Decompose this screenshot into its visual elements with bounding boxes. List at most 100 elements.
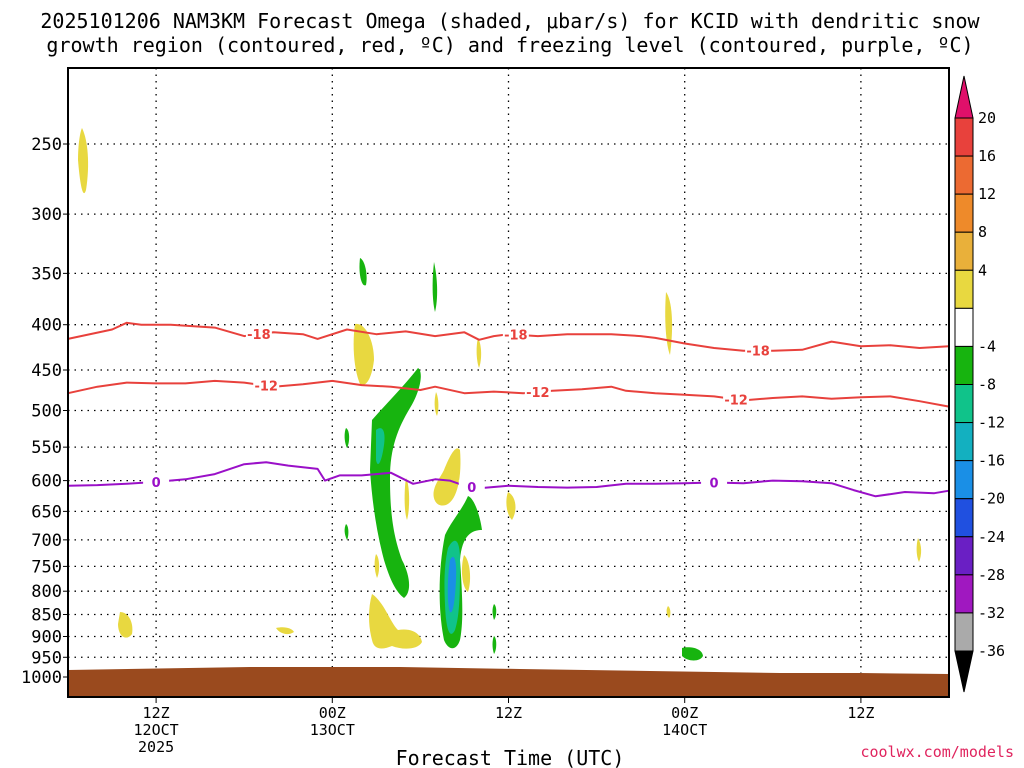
x-tick-label: 00Z: [671, 704, 698, 722]
contour-label-background: [245, 327, 272, 342]
colorbar-label: 8: [978, 223, 987, 241]
colorbar-top-arrow: [954, 75, 974, 119]
contour-label: -18: [504, 329, 528, 344]
omega-downward-cell-d: [476, 338, 482, 368]
colorbar-swatch: [954, 155, 974, 195]
omega-upward-core-1-inner: [376, 428, 385, 465]
colorbar-label: 4: [978, 261, 987, 279]
omega-downward-cell-h: [506, 492, 516, 520]
colorbar-label: -24: [978, 528, 1005, 546]
contour-label-background: [745, 343, 772, 358]
omega-downward-cell-b: [353, 323, 374, 385]
colorbar-swatch: [954, 231, 974, 271]
x-tick-label: 12Z: [143, 704, 170, 722]
chart-title-line2: growth region (contoured, red, ºC) and f…: [46, 33, 973, 57]
grid-lines: [68, 68, 949, 697]
omega-downward-cell-e: [434, 392, 439, 416]
y-tick-label: 500: [31, 402, 62, 422]
colorbar-swatch: [954, 612, 974, 652]
colorbar: 20 16 12 8 4 -4 -8 -12 -16 -20 -24 -28 -32 -36: [954, 75, 1005, 693]
colorbar-label: -12: [978, 414, 1005, 432]
omega-downward-cell-f: [433, 448, 461, 506]
colorbar-label: -36: [978, 642, 1005, 660]
colorbar-label: 16: [978, 147, 996, 165]
contour-label-background: [458, 479, 485, 494]
omega-upward-cell-a: [359, 258, 367, 286]
contour-label-background: [701, 475, 728, 490]
omega-downward-cell-j: [374, 554, 380, 578]
colorbar-swatch: [954, 498, 974, 538]
y-tick-label: 650: [31, 502, 62, 522]
omega-downward-cell-l: [118, 612, 133, 638]
x-tick-label: 12Z: [495, 704, 522, 722]
y-tick-label: 750: [31, 557, 62, 577]
colorbar-label: 20: [978, 109, 996, 127]
x-tick-label: 12Z: [847, 704, 874, 722]
contour-label: -12: [724, 393, 748, 408]
y-tick-label: 400: [31, 316, 62, 336]
colorbar-swatch: [954, 193, 974, 233]
contour-label-background: [723, 392, 750, 407]
y-tick-label: 350: [31, 264, 62, 284]
contour-line-0: [67, 321, 950, 352]
colorbar-swatch: [954, 117, 974, 157]
omega-upward-core-1: [370, 368, 421, 598]
contour-label-background: [524, 384, 551, 399]
colorbar-swatch: [954, 269, 974, 309]
omega-upward-cell-c: [344, 428, 350, 448]
x-tick-label: 14OCT: [662, 721, 707, 739]
colorbar-label: -28: [978, 566, 1005, 584]
contour-label-background: [143, 474, 170, 489]
contour-label: 0: [467, 481, 476, 496]
chart-title-line1: 2025101206 NAM3KM Forecast Omega (shaded…: [40, 9, 980, 33]
x-axis-label: Forecast Time (UTC): [396, 746, 625, 768]
y-tick-label: 550: [31, 438, 62, 458]
x-tick-label: 2025: [138, 738, 174, 756]
y-tick-label: 300: [31, 205, 62, 225]
y-axis: 2503003504004505005506006507007508008509…: [21, 135, 68, 688]
y-tick-label: 1000: [21, 668, 62, 688]
contour-label: -12: [254, 380, 278, 395]
colorbar-bottom-arrow: [954, 650, 974, 693]
terrain-surface: [68, 667, 949, 697]
colorbar-swatch: [954, 460, 974, 500]
colorbar-swatch: [954, 574, 974, 614]
omega-upward-cell-f: [492, 604, 497, 620]
omega-upward-cell-d: [344, 524, 349, 540]
colorbar-swatch: [954, 536, 974, 576]
omega-downward-cell-g: [404, 478, 410, 520]
contour-label-background: [502, 327, 529, 342]
colorbar-label: -32: [978, 604, 1005, 622]
contour-label: -18: [247, 328, 271, 343]
y-tick-label: 950: [31, 648, 62, 668]
contour-label-background: [253, 378, 280, 393]
colorbar-label: -4: [978, 337, 996, 355]
contour-label: 0: [152, 476, 161, 491]
omega-downward-cell-n: [916, 538, 922, 562]
temperature-contours: -18 -18 -18 -12 -12 -12 0 0 0: [67, 321, 950, 498]
credit-text: coolwx.com/models: [860, 743, 1014, 761]
contour-line-1: [67, 379, 950, 408]
y-tick-label: 450: [31, 361, 62, 381]
colorbar-swatch: [954, 422, 974, 462]
x-tick-label: 12OCT: [134, 721, 179, 739]
contour-label: -18: [746, 345, 770, 360]
y-tick-label: 850: [31, 606, 62, 626]
colorbar-label: -16: [978, 452, 1005, 470]
omega-downward-cell-i: [369, 594, 422, 649]
contour-label: 0: [710, 477, 719, 492]
y-tick-label: 800: [31, 582, 62, 602]
x-tick-label: 00Z: [319, 704, 346, 722]
y-tick-label: 250: [31, 135, 62, 155]
omega-upward-core-2-center: [447, 556, 457, 613]
contour-label: -12: [526, 386, 550, 401]
y-tick-label: 900: [31, 627, 62, 647]
omega-downward-cell-k: [461, 555, 471, 592]
y-tick-label: 600: [31, 472, 62, 492]
colorbar-swatch: [954, 384, 974, 424]
omega-upward-cell-b: [432, 262, 438, 312]
colorbar-label: -8: [978, 376, 996, 394]
omega-shading: [78, 128, 922, 661]
